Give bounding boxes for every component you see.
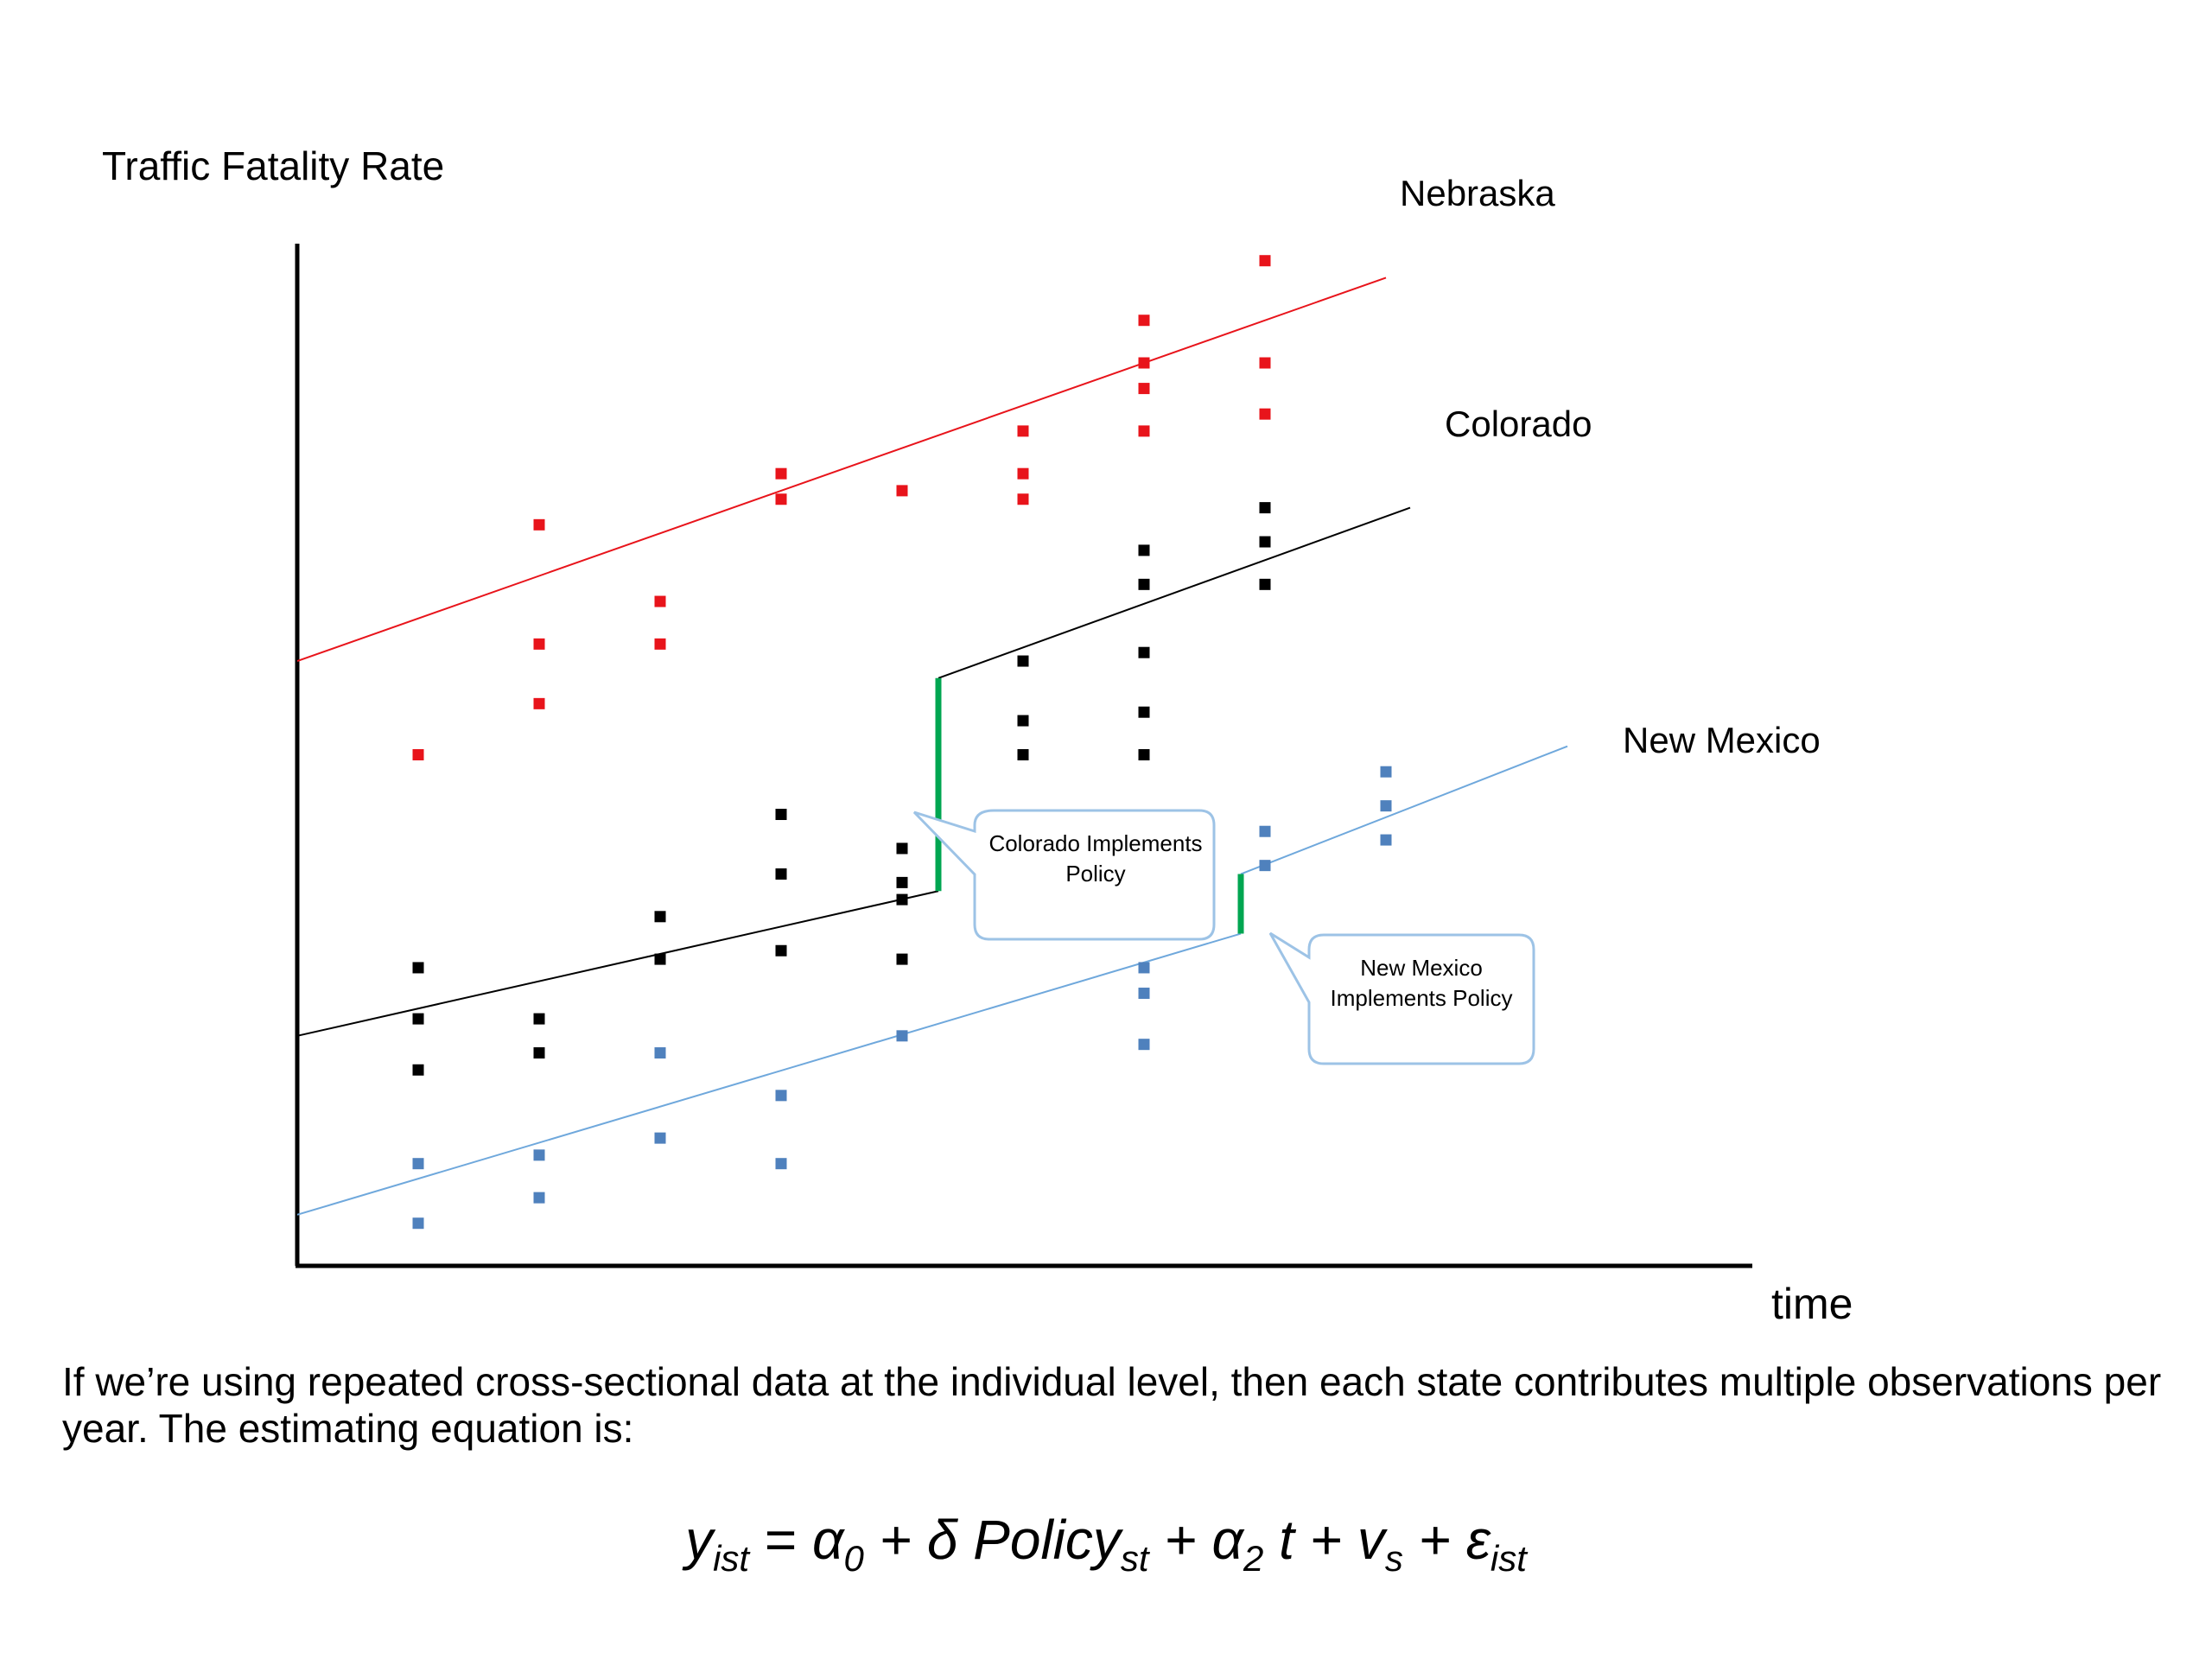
nebraska-data-point bbox=[896, 485, 908, 497]
nebraska-data-point bbox=[1259, 255, 1271, 267]
colorado-data-point bbox=[775, 809, 787, 821]
new-mexico-data-point bbox=[1380, 766, 1392, 778]
nebraska-data-point bbox=[1017, 493, 1029, 505]
colorado-data-point bbox=[1259, 536, 1271, 548]
nebraska-data-point bbox=[533, 697, 545, 709]
colorado-data-point bbox=[533, 1013, 545, 1025]
colorado-data-point bbox=[654, 953, 666, 965]
colorado-data-point bbox=[1138, 646, 1150, 658]
new-mexico-data-point bbox=[654, 1132, 666, 1144]
colorado-data-point bbox=[896, 893, 908, 906]
nebraska-data-point bbox=[654, 595, 666, 607]
colorado-data-point bbox=[896, 842, 908, 855]
x-axis-label: time bbox=[1771, 1280, 1853, 1328]
colorado-data-point bbox=[896, 876, 908, 888]
nebraska-data-point bbox=[1259, 357, 1271, 369]
new-mexico-data-point bbox=[1259, 825, 1271, 837]
colorado-data-point bbox=[533, 1047, 545, 1059]
colorado-data-point bbox=[1259, 502, 1271, 514]
colorado-data-point bbox=[1138, 544, 1150, 556]
y-axis-label: Traffic Fatality Rate bbox=[102, 143, 445, 188]
new-mexico-data-point bbox=[412, 1217, 424, 1230]
new-mexico-data-point bbox=[896, 1030, 908, 1042]
nebraska-data-point bbox=[1138, 383, 1150, 395]
estimating-equation: yist = α0 + δ Policyst + α2 t + vs + εis… bbox=[685, 1509, 1527, 1579]
colorado-data-point bbox=[412, 1013, 424, 1025]
new-mexico-data-point bbox=[533, 1149, 545, 1161]
colorado-data-point bbox=[1259, 578, 1271, 590]
new-mexico-data-point bbox=[1259, 860, 1271, 872]
nebraska-data-point bbox=[533, 638, 545, 650]
new-mexico-callout-text: New Mexico Implements Policy bbox=[1330, 955, 1513, 1011]
nebraska-trend-line bbox=[296, 276, 1387, 663]
colorado-data-point bbox=[654, 911, 666, 923]
colorado-data-point bbox=[412, 1064, 424, 1076]
new-mexico-data-point bbox=[1380, 800, 1392, 812]
colorado-data-point bbox=[896, 953, 908, 965]
new-mexico-trend-post-line bbox=[1240, 745, 1568, 875]
colorado-trend-post-line bbox=[938, 506, 1411, 679]
colorado-data-point bbox=[1138, 706, 1150, 718]
series-label-new-mexico: New Mexico bbox=[1623, 720, 1821, 760]
new-mexico-data-point bbox=[1138, 988, 1150, 1000]
nebraska-data-point bbox=[533, 518, 545, 531]
colorado-data-point bbox=[775, 944, 787, 957]
new-mexico-data-point bbox=[412, 1158, 424, 1170]
nebraska-data-point bbox=[1017, 425, 1029, 437]
new-mexico-data-point bbox=[1380, 834, 1392, 846]
nebraska-data-point bbox=[654, 638, 666, 650]
colorado-data-point bbox=[1017, 715, 1029, 727]
new-mexico-data-point bbox=[775, 1158, 787, 1170]
new-mexico-data-point bbox=[1138, 1039, 1150, 1051]
nebraska-data-point bbox=[1138, 357, 1150, 369]
nebraska-data-point bbox=[1259, 408, 1271, 420]
colorado-data-point bbox=[1138, 749, 1150, 760]
nebraska-data-point bbox=[775, 493, 787, 505]
colorado-data-point bbox=[1017, 749, 1029, 760]
nebraska-data-point bbox=[1017, 467, 1029, 480]
new-mexico-data-point bbox=[775, 1090, 787, 1102]
nebraska-data-point bbox=[1138, 425, 1150, 437]
colorado-data-point bbox=[1138, 578, 1150, 590]
new-mexico-callout-bubble bbox=[1268, 931, 1535, 1065]
new-mexico-data-point bbox=[654, 1047, 666, 1059]
nebraska-data-point bbox=[775, 467, 787, 480]
nebraska-data-point bbox=[412, 749, 424, 760]
colorado-data-point bbox=[1017, 655, 1029, 667]
colorado-data-point bbox=[412, 962, 424, 974]
series-label-colorado: Colorado bbox=[1445, 404, 1592, 444]
colorado-callout-text: Colorado Implements Policy bbox=[988, 830, 1203, 887]
new-mexico-trend-pre-line bbox=[296, 932, 1242, 1216]
colorado-trend-pre-line bbox=[296, 890, 939, 1037]
nebraska-data-point bbox=[1138, 315, 1150, 327]
series-label-nebraska: Nebraska bbox=[1400, 173, 1555, 213]
colorado-data-point bbox=[775, 868, 787, 880]
caption-text: If we’re using repeated cross-sectional … bbox=[62, 1359, 2162, 1451]
colorado-callout-bubble bbox=[912, 809, 1216, 941]
new-mexico-data-point bbox=[1138, 962, 1150, 974]
new-mexico-data-point bbox=[533, 1192, 545, 1204]
